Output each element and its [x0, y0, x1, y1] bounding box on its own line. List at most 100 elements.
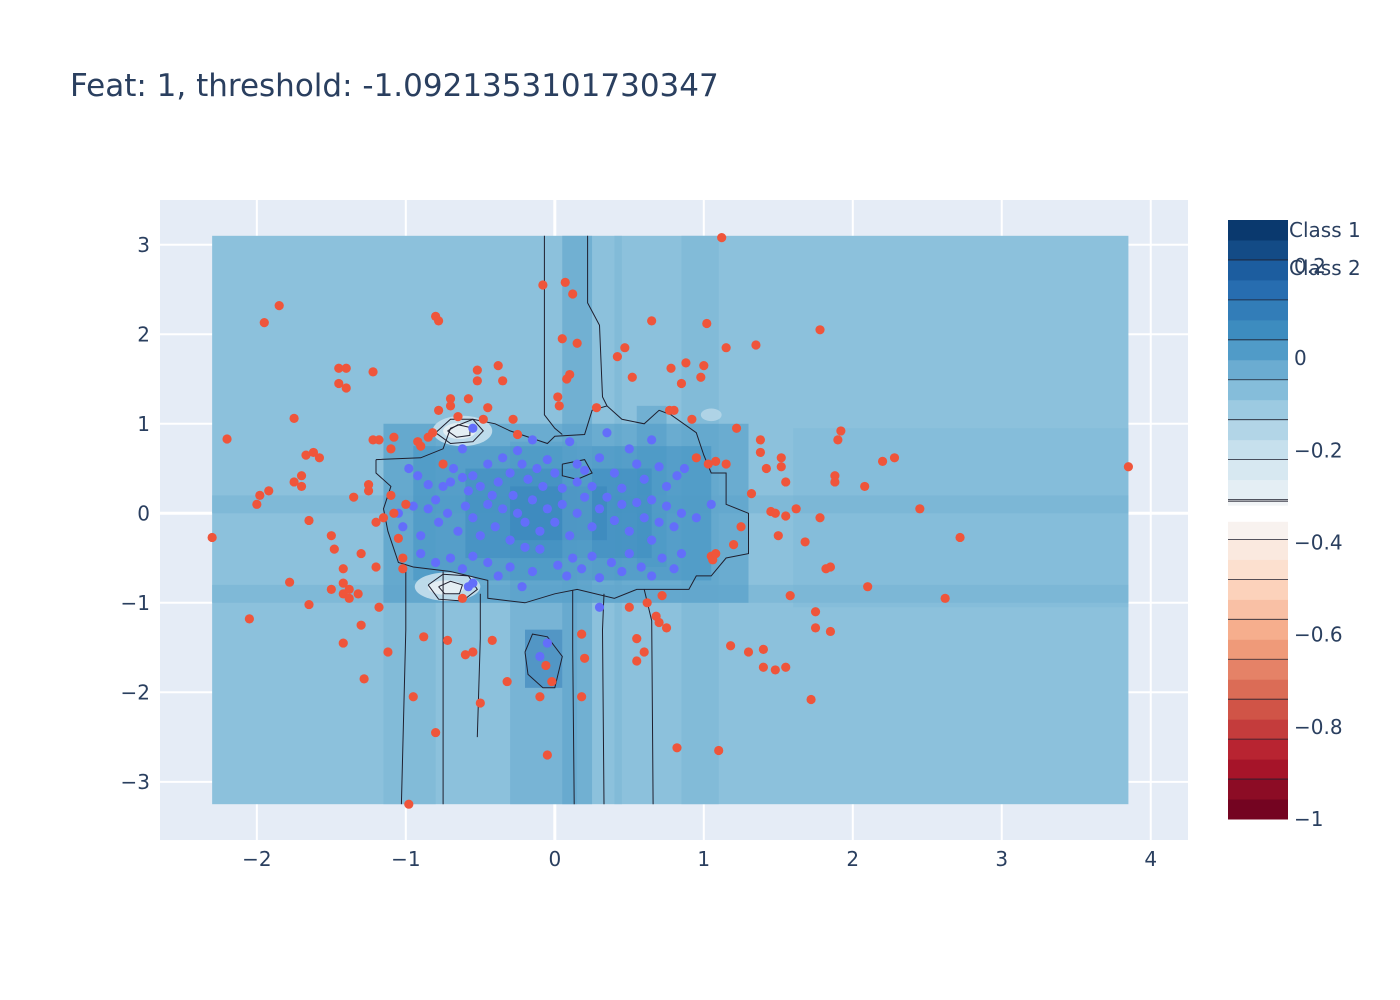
data-point[interactable] [647, 535, 657, 545]
data-point[interactable] [527, 495, 538, 505]
data-point[interactable] [542, 638, 552, 648]
data-point[interactable] [580, 653, 590, 663]
data-point[interactable] [326, 531, 336, 541]
data-point[interactable] [825, 562, 836, 572]
data-point[interactable] [572, 477, 582, 487]
data-point[interactable] [542, 504, 552, 514]
data-point[interactable] [755, 435, 766, 445]
data-point[interactable] [836, 426, 846, 436]
data-point[interactable] [457, 444, 468, 454]
data-point[interactable] [751, 340, 761, 350]
data-point[interactable] [830, 477, 840, 487]
data-point[interactable] [602, 492, 612, 502]
data-point[interactable] [602, 428, 612, 438]
data-point[interactable] [434, 517, 444, 527]
data-point[interactable] [457, 472, 468, 483]
data-point[interactable] [620, 343, 630, 353]
data-point[interactable] [810, 607, 821, 617]
data-point[interactable] [587, 522, 597, 532]
data-point[interactable] [408, 501, 418, 511]
data-point[interactable] [289, 477, 299, 487]
data-point[interactable] [338, 578, 348, 588]
scatter-points[interactable] [207, 232, 1134, 809]
data-point[interactable] [517, 582, 527, 592]
data-point[interactable] [572, 338, 582, 348]
data-point[interactable] [746, 488, 757, 499]
data-point[interactable] [431, 557, 441, 568]
data-point[interactable] [594, 504, 605, 514]
data-point[interactable] [493, 360, 503, 371]
data-point[interactable] [475, 531, 485, 541]
data-point[interactable] [639, 474, 649, 484]
data-point[interactable] [527, 566, 538, 577]
data-point[interactable] [594, 453, 605, 463]
data-point[interactable] [702, 318, 712, 329]
data-point[interactable] [800, 537, 810, 547]
data-point[interactable] [264, 486, 274, 496]
data-point[interactable] [717, 232, 727, 243]
data-point[interactable] [565, 531, 575, 541]
data-point[interactable] [334, 378, 344, 389]
data-point[interactable] [374, 435, 384, 445]
data-point[interactable] [679, 463, 690, 474]
data-point[interactable] [557, 334, 567, 344]
data-point[interactable] [353, 589, 363, 599]
data-point[interactable] [773, 531, 783, 541]
data-point[interactable] [624, 602, 634, 612]
data-point[interactable] [696, 372, 706, 382]
data-point[interactable] [374, 602, 384, 612]
data-point[interactable] [483, 403, 493, 413]
data-point[interactable] [438, 481, 448, 492]
data-point[interactable] [691, 453, 701, 463]
data-point[interactable] [445, 477, 456, 487]
data-point[interactable] [431, 495, 441, 505]
data-point[interactable] [478, 414, 488, 424]
data-point[interactable] [940, 593, 950, 603]
data-point[interactable] [657, 553, 667, 563]
data-point[interactable] [612, 352, 622, 362]
data-point[interactable] [359, 674, 369, 684]
data-point[interactable] [743, 647, 754, 657]
data-point[interactable] [520, 542, 530, 552]
data-point[interactable] [472, 376, 482, 386]
data-point[interactable] [341, 363, 351, 373]
data-point[interactable] [557, 499, 567, 509]
data-point[interactable] [463, 486, 473, 496]
data-point[interactable] [472, 365, 482, 375]
data-point[interactable] [758, 662, 768, 672]
data-point[interactable] [296, 471, 307, 481]
data-point[interactable] [810, 623, 821, 633]
data-point[interactable] [889, 453, 900, 463]
data-point[interactable] [289, 413, 299, 424]
data-point[interactable] [591, 403, 602, 413]
data-point[interactable] [487, 635, 497, 645]
data-point[interactable] [463, 394, 473, 404]
data-point[interactable] [453, 412, 463, 422]
data-point[interactable] [386, 444, 396, 454]
data-point[interactable] [483, 499, 493, 509]
data-point[interactable] [1123, 462, 1134, 472]
data-point[interactable] [398, 564, 408, 574]
data-point[interactable] [632, 459, 642, 469]
data-point[interactable] [632, 497, 642, 508]
data-point[interactable] [676, 548, 687, 559]
data-point[interactable] [404, 463, 414, 474]
data-point[interactable] [505, 562, 515, 572]
data-point[interactable] [442, 635, 453, 645]
data-point[interactable] [776, 453, 786, 463]
data-point[interactable] [721, 343, 731, 353]
data-point[interactable] [642, 598, 652, 608]
data-point[interactable] [434, 405, 444, 415]
data-point[interactable] [758, 644, 768, 654]
data-point[interactable] [781, 511, 791, 521]
data-point[interactable] [535, 526, 545, 536]
data-point[interactable] [423, 480, 433, 490]
data-point[interactable] [468, 551, 478, 561]
data-point[interactable] [560, 277, 570, 287]
data-point[interactable] [721, 459, 731, 469]
data-point[interactable] [252, 499, 262, 509]
data-point[interactable] [781, 477, 791, 487]
data-point[interactable] [457, 593, 468, 603]
data-point[interactable] [647, 571, 657, 581]
